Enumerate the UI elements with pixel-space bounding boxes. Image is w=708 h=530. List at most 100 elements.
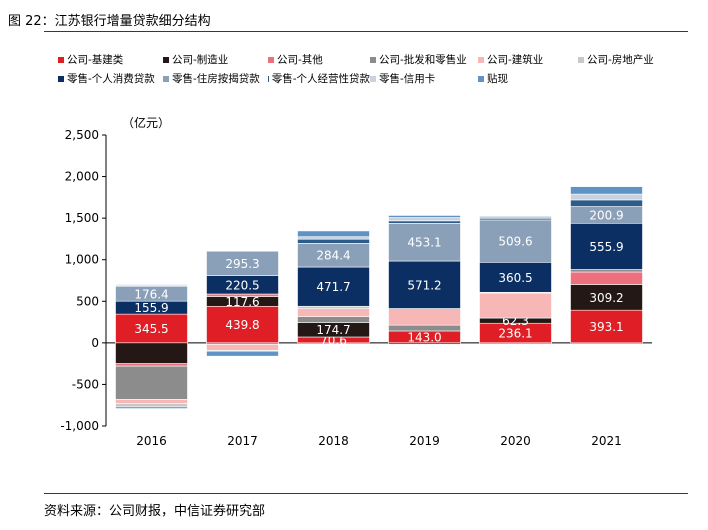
data-label: 309.2 — [589, 291, 623, 305]
bar-segment — [479, 292, 552, 319]
y-tick-label: -500 — [72, 377, 99, 391]
y-tick-label: 0 — [91, 336, 99, 350]
y-tick-label: 1,000 — [65, 253, 99, 267]
legend-item: 公司-批发和零售业 — [370, 52, 478, 67]
bar-segment — [206, 305, 279, 344]
legend-swatch — [370, 56, 376, 63]
bar-segment — [115, 399, 188, 404]
bar-segment — [115, 284, 188, 286]
legend-row-2: 零售-个人消费贷款 零售-住房按揭贷款 零售-个人经营性贷款 零售-信用卡 贴现 — [58, 69, 698, 88]
x-tick-label: 2020 — [500, 434, 531, 448]
legend-item: 公司-房地产业 — [578, 52, 654, 67]
bar-segment — [297, 308, 370, 317]
legend-swatch — [578, 56, 584, 63]
bar-segment — [570, 309, 643, 344]
bar-segment — [479, 215, 552, 217]
legend-swatch — [268, 56, 274, 63]
title-rule — [44, 31, 688, 32]
data-label: 143.0 — [407, 330, 441, 344]
legend-swatch — [163, 56, 169, 63]
legend-swatch — [58, 56, 64, 63]
bar-segment — [570, 193, 643, 201]
legend-label: 零售-住房按揭贷款 — [172, 73, 260, 85]
bar-segment — [206, 293, 279, 297]
y-unit-label: （亿元） — [122, 115, 170, 130]
legend-item: 公司-建筑业 — [478, 52, 578, 67]
data-label: 176.4 — [134, 287, 168, 301]
bar-segment — [115, 342, 188, 364]
legend-item: 零售-个人经营性贷款 — [268, 71, 370, 86]
legend-swatch — [268, 75, 269, 82]
x-tick-label: 2021 — [591, 434, 622, 448]
bar-segment — [570, 269, 643, 273]
data-label: 471.7 — [316, 280, 350, 294]
data-label: 439.8 — [225, 318, 259, 332]
legend-swatch — [58, 75, 64, 82]
bar-segment — [115, 403, 188, 408]
bar-segment — [297, 230, 370, 238]
data-label: 174.7 — [316, 323, 350, 337]
legend-item: 公司-制造业 — [163, 52, 268, 67]
legend-label: 零售-个人消费贷款 — [67, 73, 155, 85]
data-label: 236.1 — [498, 327, 532, 341]
legend-label: 零售-个人经营性贷款 — [271, 73, 370, 85]
data-label: 345.5 — [134, 322, 168, 336]
bar-segment — [388, 324, 461, 332]
bar-segment — [388, 342, 461, 345]
data-label: 117.6 — [225, 295, 259, 309]
x-tick-label: 2017 — [227, 434, 258, 448]
legend-item: 贴现 — [478, 71, 508, 86]
bar-segment — [115, 363, 188, 367]
y-tick-label: 1,500 — [65, 211, 99, 225]
y-tick-label: -1,000 — [60, 419, 99, 433]
data-label: 555.9 — [589, 240, 623, 254]
legend-item: 公司-其他 — [268, 52, 370, 67]
bar-segment — [206, 250, 279, 252]
bar-segment — [570, 271, 643, 285]
legend-item: 零售-个人消费贷款 — [58, 71, 163, 86]
data-label: 393.1 — [589, 320, 623, 334]
bar-segment — [479, 342, 552, 345]
bar-segment — [206, 344, 279, 351]
bar-segment — [297, 316, 370, 323]
legend-label: 贴现 — [487, 73, 508, 85]
bar-segment — [570, 186, 643, 195]
legend-label: 公司-建筑业 — [487, 54, 544, 66]
bar-segment — [206, 250, 279, 276]
bar-segment — [570, 199, 643, 207]
legend-swatch — [478, 56, 484, 63]
bar-segment — [388, 308, 461, 326]
data-label: 155.9 — [134, 301, 168, 315]
legend-label: 公司-制造业 — [172, 54, 229, 66]
bar-segment — [206, 350, 279, 357]
legend-swatch — [370, 75, 376, 82]
bar-segment — [297, 238, 370, 244]
legend-swatch — [478, 75, 484, 82]
data-label: 453.1 — [407, 236, 441, 250]
legend-item: 零售-住房按揭贷款 — [163, 71, 268, 86]
bar-segment — [388, 215, 461, 218]
chart-legend: 公司-基建类 公司-制造业 公司-其他 公司-批发和零售业 公司-建筑业 公司-… — [58, 50, 698, 88]
bar-segment — [388, 223, 461, 262]
bar-segment — [570, 222, 643, 270]
data-label: 360.5 — [498, 271, 532, 285]
bar-segment — [388, 217, 461, 222]
bar-segment — [297, 305, 370, 310]
bar-segment — [570, 284, 643, 311]
legend-label: 零售-信用卡 — [379, 73, 436, 85]
data-label: 284.4 — [316, 249, 350, 263]
legend-label: 公司-基建类 — [67, 54, 124, 66]
data-label: 220.5 — [225, 278, 259, 292]
legend-row-1: 公司-基建类 公司-制造业 公司-其他 公司-批发和零售业 公司-建筑业 公司-… — [58, 50, 698, 69]
x-tick-label: 2016 — [136, 434, 167, 448]
legend-item: 零售-信用卡 — [370, 71, 478, 86]
bar-segment — [388, 220, 461, 224]
y-tick-label: 2,000 — [65, 170, 99, 184]
bar-segment — [297, 236, 370, 240]
y-tick-label: 500 — [76, 294, 99, 308]
legend-swatch — [163, 75, 169, 82]
legend-label: 公司-房地产业 — [587, 54, 654, 66]
data-label: 509.6 — [498, 235, 532, 249]
data-label: 571.2 — [407, 278, 441, 292]
